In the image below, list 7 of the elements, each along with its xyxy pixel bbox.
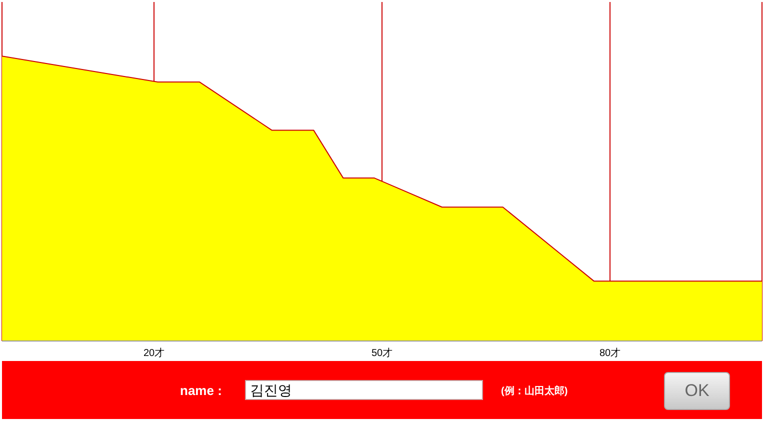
x-tick-label: 20才 — [143, 347, 165, 360]
text: (例：山田太郎) — [501, 384, 568, 398]
ok-button: OK — [664, 372, 730, 410]
x-tick-label: 50才 — [371, 347, 393, 360]
name-field: 김진영 — [245, 380, 483, 400]
text: name : — [180, 383, 222, 398]
x-tick-label: 80才 — [599, 347, 621, 360]
